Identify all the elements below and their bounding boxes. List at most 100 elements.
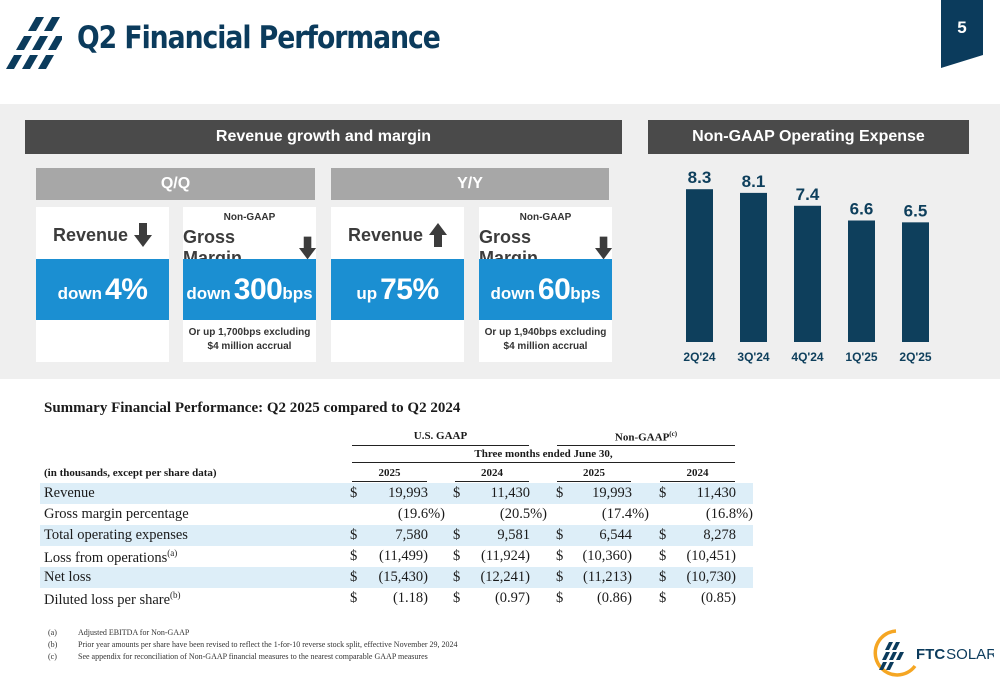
- table-title: Summary Financial Performance: Q2 2025 c…: [44, 400, 461, 416]
- row-label: Loss from operations(a): [44, 548, 178, 566]
- card-note-line2: $4 million accrual: [503, 341, 588, 352]
- dollar-sign: $: [659, 590, 667, 606]
- dollar-sign: $: [556, 527, 564, 543]
- table-cell: (11,213): [583, 569, 632, 585]
- dollar-sign: $: [453, 527, 461, 543]
- card-note-line1: Or up 1,700bps excluding: [188, 327, 311, 338]
- change-word: up: [356, 284, 378, 303]
- card-note-line1: Or up 1,940bps excluding: [484, 327, 607, 338]
- dollar-sign: $: [453, 548, 461, 564]
- footnote-text: See appendix for reconciliation of Non-G…: [78, 652, 428, 661]
- table-cell: (10,360): [582, 548, 632, 564]
- change-value: 75%: [380, 273, 439, 306]
- table-row: Revenue $19,993 $11,430 $19,993 $11,430: [40, 483, 753, 504]
- dollar-sign: $: [556, 548, 564, 564]
- page-number: 5: [957, 18, 967, 37]
- dollar-sign: $: [659, 527, 667, 543]
- bar-1: [740, 192, 767, 342]
- dollar-sign: $: [453, 485, 461, 501]
- table-cell: (10,730): [686, 569, 736, 585]
- yy-gross-margin-card: Non-GAAP Gross Margin down 60 bps Or up …: [479, 207, 612, 362]
- category-label-0: 2Q'24: [683, 350, 716, 364]
- card-change: up 75%: [331, 259, 464, 320]
- table-cell: (15,430): [378, 569, 428, 585]
- dollar-sign: $: [350, 527, 358, 543]
- footnote-key: (c): [48, 652, 57, 661]
- dollar-sign: $: [350, 548, 358, 564]
- dollar-sign: $: [350, 590, 358, 606]
- card-note: Or up 1,940bps excluding $4 million accr…: [479, 326, 612, 354]
- brand-name: FTCSOLAR: [916, 646, 994, 663]
- table-cell: (1.18): [392, 590, 428, 606]
- change-unit: bps: [282, 284, 313, 303]
- year-rule: [455, 481, 529, 482]
- table-cell: 9,581: [497, 527, 530, 543]
- qq-gross-margin-card: Non-GAAP Gross Margin down 300 bps Or up…: [183, 207, 316, 362]
- table-cell: 19,993: [388, 485, 428, 501]
- arrow-down-icon: [298, 236, 316, 260]
- table-cell: 11,430: [490, 485, 530, 501]
- row-label: Gross margin percentage: [44, 506, 189, 522]
- row-label: Revenue: [44, 485, 95, 501]
- footnote: (c) See appendix for reconciliation of No…: [48, 652, 428, 661]
- change-word: down: [57, 284, 103, 303]
- opex-bar-chart: 8.3 2Q'24 8.1 3Q'24 7.4 4Q'24 6.6 1Q'25 6.5 2Q'25: [683, 168, 932, 364]
- footnote: (b) Prior year amounts per share have bee…: [48, 640, 458, 649]
- change-value: 60: [537, 273, 571, 306]
- nongaap-label: Non-GAAP: [519, 212, 572, 223]
- dollar-sign: $: [556, 569, 564, 585]
- dollar-sign: $: [659, 569, 667, 585]
- category-label-2: 4Q'24: [791, 350, 824, 364]
- period-header: Three months ended June 30,: [474, 448, 613, 460]
- revenue-section-header: Revenue growth and margin: [25, 120, 622, 154]
- table-cell: (20.5%): [499, 506, 547, 522]
- table-cell: (19.6%): [397, 506, 445, 522]
- table-row: Diluted loss per share(b) $ (1.18) $ (0.97) $…: [40, 588, 753, 609]
- footnote-text: Prior year amounts per share have been r…: [78, 640, 458, 649]
- card-metric: Revenue: [331, 223, 464, 247]
- category-label-1: 3Q'24: [737, 350, 770, 364]
- category-label-4: 2Q'25: [899, 350, 932, 364]
- gaap-group-rule: [352, 445, 529, 446]
- year-header: 2025: [583, 467, 605, 479]
- category-label-3: 1Q'25: [845, 350, 878, 364]
- footnote-key: (b): [48, 640, 58, 649]
- footnote-text: Adjusted EBITDA for Non-GAAP: [78, 628, 190, 637]
- year-rule: [660, 481, 735, 482]
- table-cell: (0.85): [700, 590, 736, 606]
- nongaap-group-label: Non-GAAP: [614, 431, 670, 444]
- table-cell: (11,499): [379, 548, 428, 564]
- change-word: down: [490, 284, 535, 303]
- page-number-tab: [941, 0, 983, 68]
- period-rule: [352, 462, 735, 463]
- card-metric: Revenue: [36, 223, 169, 247]
- yy-revenue-card: Revenue up 75%: [331, 207, 464, 362]
- yy-header: Y/Y: [331, 168, 609, 200]
- nongaap-group-sup: (c): [669, 430, 678, 438]
- table-cell: 19,993: [592, 485, 632, 501]
- qq-revenue-card: Revenue down 4%: [36, 207, 169, 362]
- dollar-sign: $: [453, 569, 461, 585]
- change-value: 4%: [105, 273, 148, 306]
- year-rule: [557, 481, 631, 482]
- table-row: Total operating expenses $7,580 $9,581 $6,5…: [40, 525, 753, 546]
- arrow-down-icon: [594, 236, 612, 260]
- nongaap-group-rule: [557, 445, 735, 446]
- year-header: 2024: [686, 467, 709, 479]
- card-change: down 4%: [36, 259, 169, 320]
- table-cell: 11,430: [696, 485, 736, 501]
- bar-4: [902, 222, 929, 342]
- gaap-group-header: U.S. GAAP: [413, 430, 468, 442]
- table-cell: (12,241): [480, 569, 530, 585]
- nongaap-group-header: Non-GAAP(c): [557, 430, 735, 444]
- change-word: down: [186, 284, 231, 303]
- table-cell: (11,924): [481, 548, 530, 564]
- bar-0: [686, 189, 713, 342]
- table-cell: (0.97): [494, 590, 530, 606]
- bar-2: [794, 205, 821, 342]
- data-label-4: 6.5: [904, 201, 928, 220]
- card-note: Or up 1,700bps excluding $4 million accr…: [183, 326, 316, 354]
- nongaap-label: Non-GAAP: [223, 212, 276, 223]
- row-label: Total operating expenses: [44, 527, 188, 543]
- unit-label: (in thousands, except per share data): [44, 467, 217, 479]
